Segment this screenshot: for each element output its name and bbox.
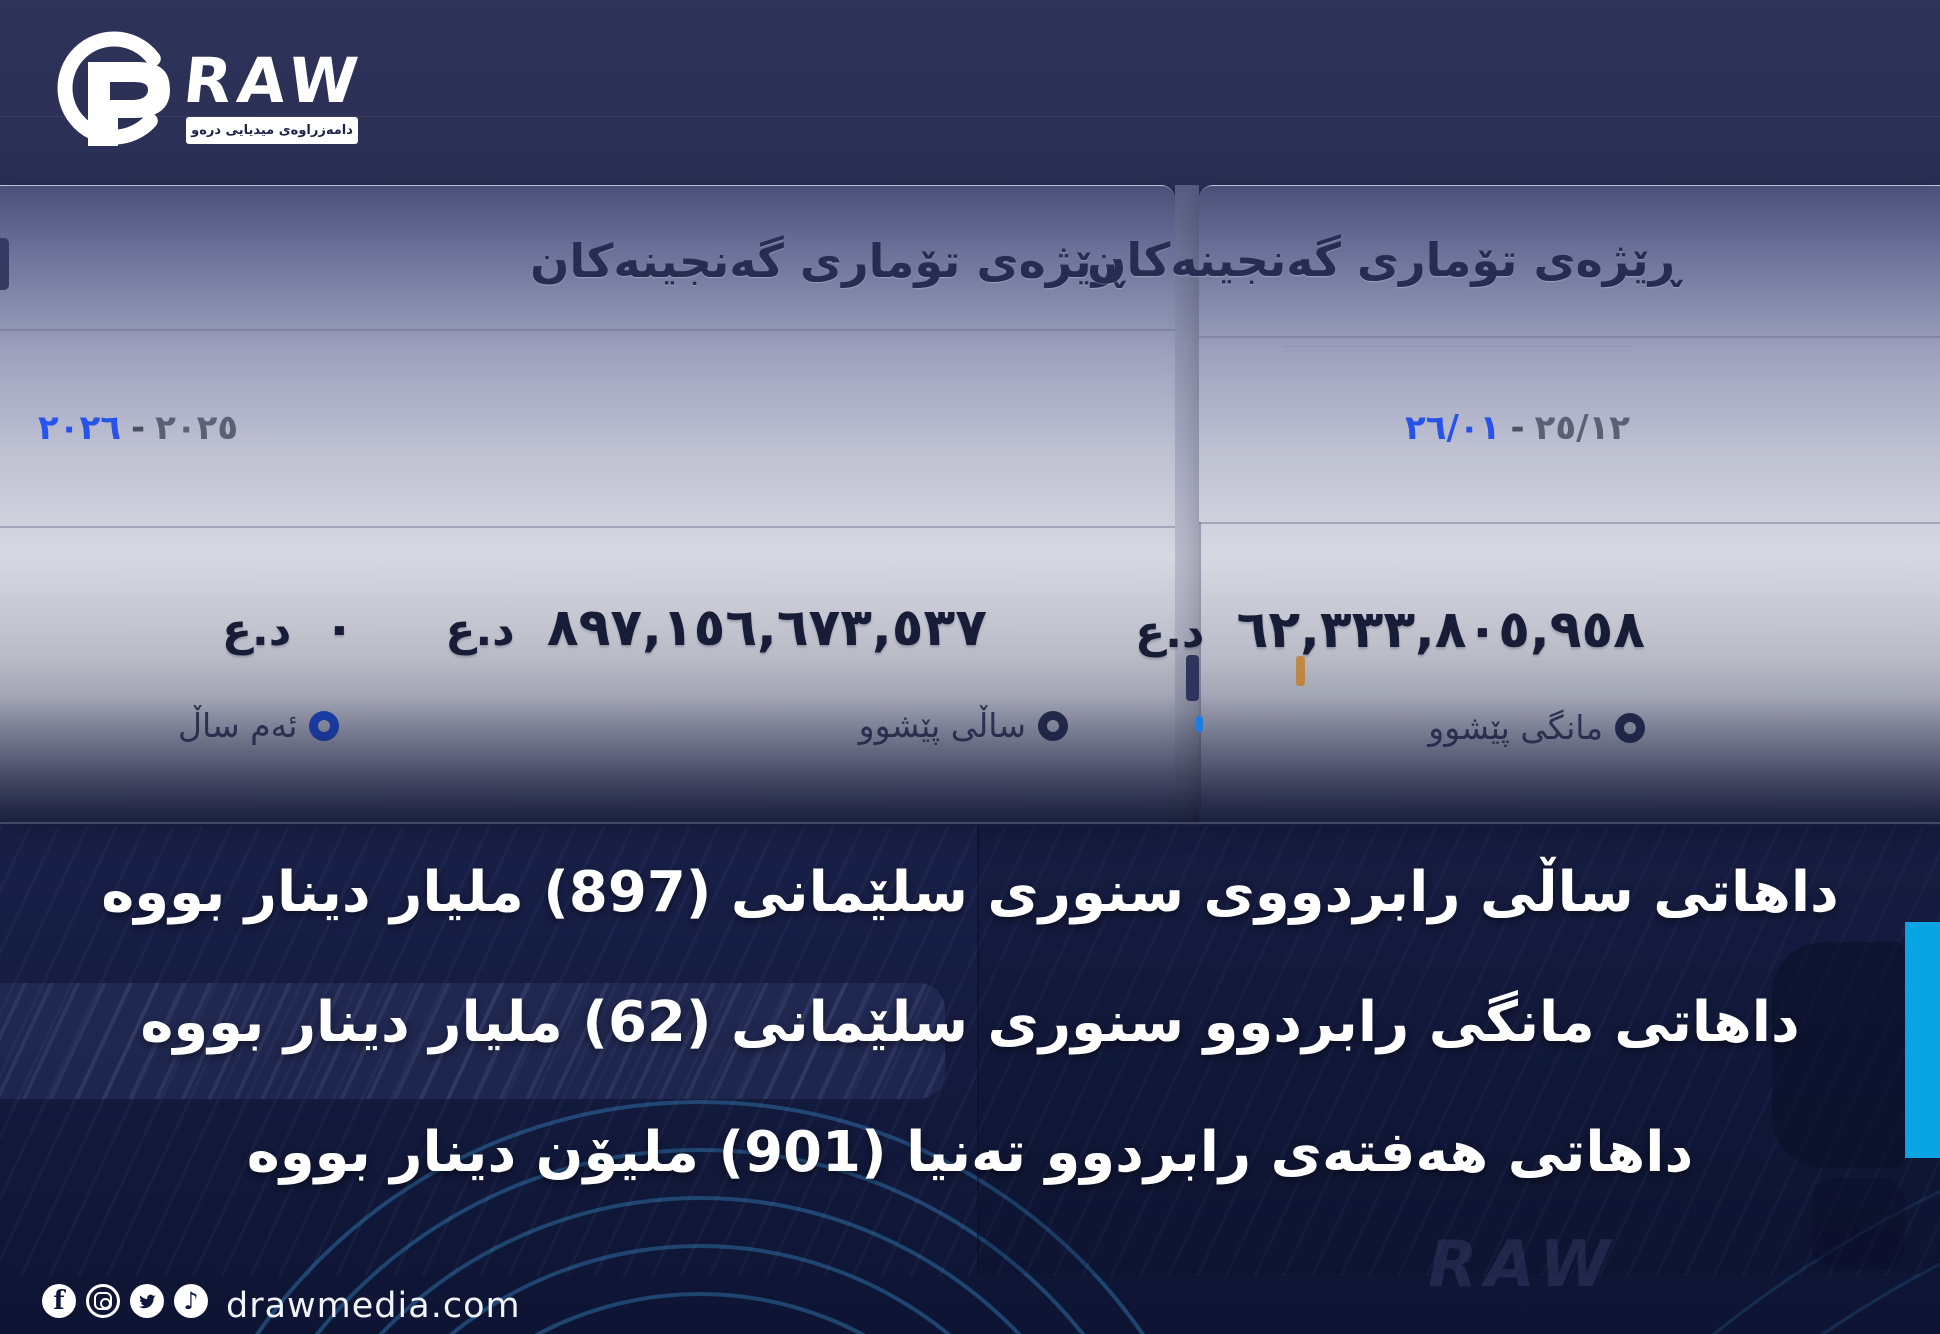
tiktok-note-glyph: ♪ <box>183 1287 199 1315</box>
amount: ٠ <box>323 598 356 658</box>
twitter-bird-glyph <box>138 1294 156 1309</box>
date-end: ٢٦/٠١ <box>1405 408 1501 448</box>
date-start: ٢٥/١٢ <box>1534 408 1630 448</box>
cyan-edge-bar <box>1905 922 1940 1158</box>
date-end: ٢٠٢٦ <box>38 408 122 448</box>
tiktok-icon[interactable]: ♪ <box>174 1284 208 1318</box>
watermark-shape <box>1812 1178 1905 1270</box>
instagram-icon[interactable] <box>86 1284 120 1318</box>
previous-year-value: ٨٩٧,١٥٦,٦٧٣,٥٣٧ د.ع <box>445 598 987 658</box>
date-range: ٢٥/١٢-٢٦/٠١ <box>1405 408 1630 448</box>
legend-previous-year: ساڵی پێشوو <box>859 706 1068 745</box>
caption-line-monthly: داهاتی مانگی رابردوو سنوری سلێمانی (62) … <box>140 990 1800 1055</box>
legend-label: ئەم ساڵ <box>178 706 298 745</box>
logo-brand-text: RAW <box>180 44 368 117</box>
draw-media-logo: RAW دامەزراوەی میدیایی درەو <box>52 22 372 154</box>
screenshot-crop-edge <box>1199 522 1201 808</box>
caption-line-weekly: داهاتی هەفتەی رابردوو تەنیا (901) ملیۆن … <box>246 1120 1694 1185</box>
amount: ٦٢,٣٣٣,٨٠٥,٩٥٨ <box>1236 600 1645 660</box>
instagram-camera-glyph <box>94 1292 112 1310</box>
facebook-icon[interactable]: f <box>42 1284 76 1318</box>
legend-label: ساڵی پێشوو <box>858 706 1026 745</box>
cropped-glyph-sliver <box>0 238 9 290</box>
card-title: ڕێژەی تۆماری گەنجینەکان <box>1087 233 1680 287</box>
watermark-raw-text: RAW <box>1428 1228 1618 1302</box>
twitter-icon[interactable] <box>130 1284 164 1318</box>
currency-unit: د.ع <box>445 605 515 656</box>
previous-month-value: ٦٢,٣٣٣,٨٠٥,٩٥٨ د.ع <box>1135 600 1645 660</box>
current-year-value: ٠ د.ع <box>222 598 355 658</box>
card-divider <box>0 329 1175 331</box>
logo-tagline-text: دامەزراوەی میدیایی درەو <box>191 123 353 138</box>
background-seam-line <box>977 826 979 1274</box>
cropped-glyph-sliver <box>1196 716 1203 732</box>
amount: ٨٩٧,١٥٦,٦٧٣,٥٣٧ <box>546 598 987 658</box>
draw-logo-mark-icon <box>57 31 171 146</box>
card-divider <box>1199 522 1940 524</box>
footer-bar: f ♪ drawmedia.com <box>0 1270 1940 1334</box>
date-separator: - <box>1510 408 1525 448</box>
date-separator: - <box>131 408 146 448</box>
legend-dot-icon <box>309 710 340 741</box>
caption-line-yearly: داهاتی ساڵی رابردووی سنوری سلێمانی (897)… <box>101 860 1839 925</box>
date-range: ٢٠٢٥-٢٠٢٦ <box>38 408 238 448</box>
cards-bottom-edge <box>0 822 1940 824</box>
treasury-card-yearly: ڕێژەی تۆماری گەنجینەکان ٢٠٢٥-٢٠٢٦ ٨٩٧,١٥… <box>0 185 1175 823</box>
card-gap-strip <box>1175 185 1199 823</box>
card-divider <box>1199 336 1940 338</box>
cropped-glyph-sliver <box>1186 655 1199 701</box>
card-divider <box>0 526 1175 528</box>
logo-tagline-bar: دامەزراوەی میدیایی درەو <box>186 117 358 144</box>
card-title: ڕێژەی تۆماری گەنجینەکان <box>530 234 1123 288</box>
legend-current-year: ئەم ساڵ <box>178 706 340 745</box>
striped-band-decor <box>0 983 945 1099</box>
date-start: ٢٠٢٥ <box>155 408 239 448</box>
legend-label: مانگی پێشوو <box>1428 708 1603 747</box>
currency-unit: د.ع <box>1135 607 1205 658</box>
diagonal-stripe-texture <box>0 826 1940 1276</box>
legend-previous-month: مانگی پێشوو <box>1428 708 1645 747</box>
bg-hairline <box>0 116 1940 117</box>
treasury-card-monthly: ڕێژەی تۆماری گەنجینەکان ٢٥/١٢-٢٦/٠١ ٦٢,٣… <box>1087 185 1940 823</box>
facebook-glyph: f <box>53 1286 65 1316</box>
watermark-shape <box>1772 942 1905 1168</box>
currency-unit: د.ع <box>222 605 292 656</box>
legend-dot-icon <box>1615 712 1645 743</box>
legend-dot-icon <box>1038 710 1068 741</box>
website-link[interactable]: drawmedia.com <box>226 1286 521 1326</box>
card-divider-thin <box>1284 346 1634 347</box>
cropped-glyph-sliver <box>1296 656 1305 686</box>
